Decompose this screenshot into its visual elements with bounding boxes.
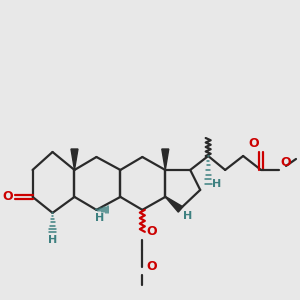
Polygon shape [71, 149, 78, 170]
Text: H: H [48, 235, 57, 245]
Text: O: O [2, 190, 13, 203]
Text: O: O [146, 225, 157, 238]
Polygon shape [162, 149, 169, 170]
Text: O: O [248, 137, 259, 150]
Text: H: H [183, 211, 193, 221]
Polygon shape [165, 197, 182, 212]
Text: H: H [95, 213, 104, 223]
Text: O: O [280, 156, 291, 169]
Text: O: O [146, 260, 157, 273]
Text: H: H [212, 179, 221, 189]
